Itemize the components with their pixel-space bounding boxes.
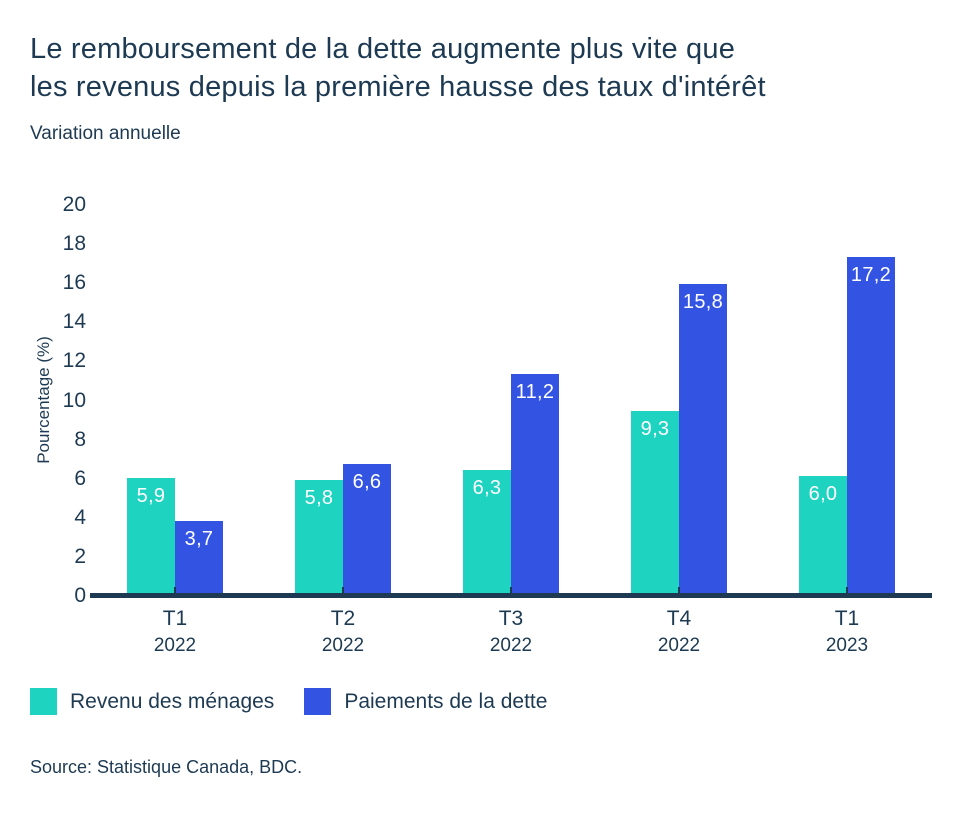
y-tick-label-16: 16: [62, 271, 86, 295]
bar-value-label: 6,3: [472, 477, 502, 499]
bar-value-label: 6,6: [352, 471, 382, 493]
legend-item-paiements: Paiements de la dette: [304, 688, 547, 715]
y-tick-label-0: 0: [74, 584, 86, 607]
y-tick-label-18: 18: [62, 232, 86, 256]
x-label-year: 2022: [657, 635, 701, 656]
y-tick-label-2: 2: [74, 544, 86, 568]
y-tick-label-6: 6: [74, 466, 86, 490]
x-label-year: 2022: [153, 635, 197, 656]
x-label-quarter: T3: [498, 607, 524, 630]
x-axis-tick: [846, 587, 848, 593]
source-note: Source: Statistique Canada, BDC.: [30, 757, 303, 777]
x-label-quarter: T2: [330, 607, 356, 630]
x-axis-tick: [510, 587, 512, 593]
y-tick-label-12: 12: [62, 349, 86, 373]
bar-paiements-t3-2022: 11,2: [511, 374, 559, 593]
x-axis-line: [90, 593, 932, 598]
bar-value-label: 5,8: [304, 487, 334, 509]
bar-value-label: 5,9: [136, 485, 166, 507]
bar-value-label: 17,2: [850, 264, 892, 286]
x-label-t1-2022: T1 2022: [105, 607, 245, 658]
chart-subtitle: Variation annuelle: [30, 123, 181, 144]
x-label-quarter: T1: [834, 607, 860, 630]
legend-swatch-revenu: [30, 688, 57, 715]
legend-label-revenu: Revenu des ménages: [70, 689, 275, 713]
bar-value-label: 6,0: [808, 483, 838, 505]
x-axis-tick: [174, 587, 176, 593]
x-label-t3-2022: T3 2022: [441, 607, 581, 658]
bar-value-label: 11,2: [515, 381, 555, 403]
bar-revenu-t1-2022: 5,9: [127, 478, 175, 593]
bar-paiements-t1-2022: 3,7: [175, 521, 223, 593]
legend: Revenu des ménages Paiements de la dette: [30, 688, 547, 715]
bar-revenu-t4-2022: 9,3: [631, 411, 679, 593]
x-label-quarter: T1: [162, 607, 188, 630]
legend-item-revenu: Revenu des ménages: [30, 688, 274, 715]
bar-value-label: 9,3: [640, 418, 670, 440]
y-tick-label-14: 14: [62, 310, 86, 334]
x-label-t4-2022: T4 2022: [609, 607, 749, 658]
bar-revenu-t2-2022: 5,8: [295, 480, 343, 593]
bar-revenu-t3-2022: 6,3: [463, 470, 511, 593]
legend-label-paiements: Paiements de la dette: [344, 689, 548, 713]
x-label-year: 2022: [321, 635, 365, 656]
y-tick-label-4: 4: [74, 505, 86, 529]
bar-value-label: 3,7: [184, 528, 214, 550]
x-label-year: 2022: [489, 635, 533, 656]
bar-value-label: 15,8: [682, 291, 724, 313]
y-axis-title: Pourcentage (%): [34, 336, 53, 464]
y-tick-label-20: 20: [62, 193, 86, 216]
x-axis-tick: [678, 587, 680, 593]
x-axis-tick: [342, 587, 344, 593]
y-tick-label-8: 8: [74, 427, 86, 451]
x-label-t2-2022: T2 2022: [273, 607, 413, 658]
bar-paiements-t4-2022: 15,8: [679, 284, 727, 593]
bar-paiements-t1-2023: 17,2: [847, 257, 895, 593]
x-label-quarter: T4: [666, 607, 692, 630]
chart-title-line-2: les revenus depuis la première hausse de…: [30, 71, 766, 103]
chart-title-line-1: Le remboursement de la dette augmente pl…: [30, 33, 736, 65]
x-label-year: 2023: [825, 635, 869, 656]
legend-swatch-paiements: [304, 688, 332, 715]
y-tick-label-10: 10: [62, 388, 86, 412]
x-label-t1-2023: T1 2023: [777, 607, 917, 658]
bar-revenu-t1-2023: 6,0: [799, 476, 847, 593]
bar-paiements-t2-2022: 6,6: [343, 464, 391, 593]
chart-title: Le remboursement de la dette augmente pl…: [30, 30, 945, 106]
